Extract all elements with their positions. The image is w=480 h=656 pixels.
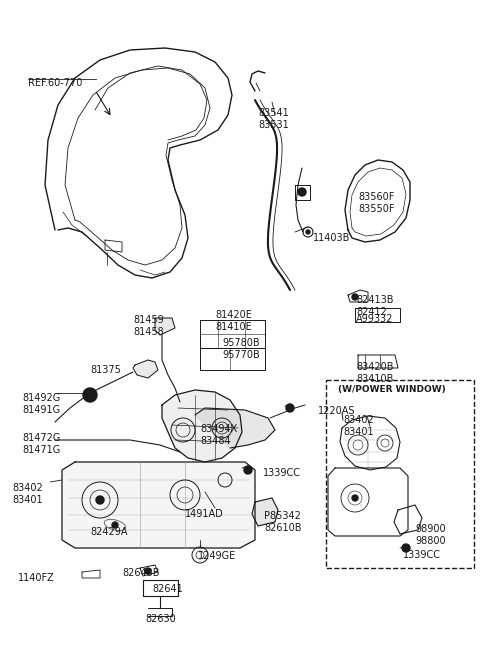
Bar — [326, 380, 474, 568]
Circle shape — [96, 496, 104, 504]
Text: (W/POWER WINDOW): (W/POWER WINDOW) — [338, 385, 446, 394]
Circle shape — [352, 294, 358, 300]
Text: 95780B
95770B: 95780B 95770B — [222, 338, 260, 360]
Text: A99332: A99332 — [356, 314, 394, 324]
Text: 83560F
83550F: 83560F 83550F — [358, 192, 395, 215]
Text: 82429A: 82429A — [90, 527, 128, 537]
Text: 1339CC: 1339CC — [403, 550, 441, 560]
Text: 83402
83401: 83402 83401 — [343, 415, 374, 438]
Polygon shape — [133, 360, 158, 378]
Circle shape — [298, 188, 306, 196]
Text: 82413B
82412: 82413B 82412 — [356, 295, 394, 318]
Text: 81492G
81491G: 81492G 81491G — [22, 393, 60, 415]
Text: 81472G
81471G: 81472G 81471G — [22, 433, 60, 455]
Text: 1339CC: 1339CC — [263, 468, 301, 478]
Circle shape — [244, 466, 252, 474]
Text: 1140FZ: 1140FZ — [18, 573, 55, 583]
Polygon shape — [252, 498, 278, 526]
Text: REF.60-770: REF.60-770 — [28, 78, 83, 88]
Polygon shape — [195, 408, 275, 448]
Text: 82643B: 82643B — [122, 568, 159, 578]
Text: 11403B: 11403B — [313, 233, 350, 243]
Text: 82641: 82641 — [152, 584, 183, 594]
Circle shape — [83, 388, 97, 402]
Text: 81375: 81375 — [90, 365, 121, 375]
Text: 81420E
81410E: 81420E 81410E — [215, 310, 252, 333]
Circle shape — [402, 544, 410, 552]
Polygon shape — [394, 505, 422, 534]
Circle shape — [145, 568, 151, 574]
Text: 1491AD: 1491AD — [185, 509, 224, 519]
Text: 98900
98800: 98900 98800 — [415, 524, 445, 546]
Circle shape — [352, 495, 358, 501]
Circle shape — [112, 522, 118, 528]
Circle shape — [286, 404, 294, 412]
Text: 83420B
83410B: 83420B 83410B — [356, 362, 394, 384]
Polygon shape — [155, 318, 175, 335]
Text: P85342
82610B: P85342 82610B — [264, 511, 301, 533]
Text: 1249GE: 1249GE — [198, 551, 236, 561]
Circle shape — [306, 230, 310, 234]
Text: 1220AS: 1220AS — [318, 406, 356, 416]
Polygon shape — [340, 416, 400, 470]
Text: 82630: 82630 — [145, 614, 176, 624]
Text: 83494X
83484: 83494X 83484 — [200, 424, 237, 446]
Text: 81459
81458: 81459 81458 — [133, 315, 164, 337]
Polygon shape — [162, 390, 242, 462]
Polygon shape — [328, 468, 408, 536]
Text: 83402
83401: 83402 83401 — [12, 483, 43, 505]
Text: 83541
83531: 83541 83531 — [258, 108, 289, 131]
Polygon shape — [62, 462, 255, 548]
